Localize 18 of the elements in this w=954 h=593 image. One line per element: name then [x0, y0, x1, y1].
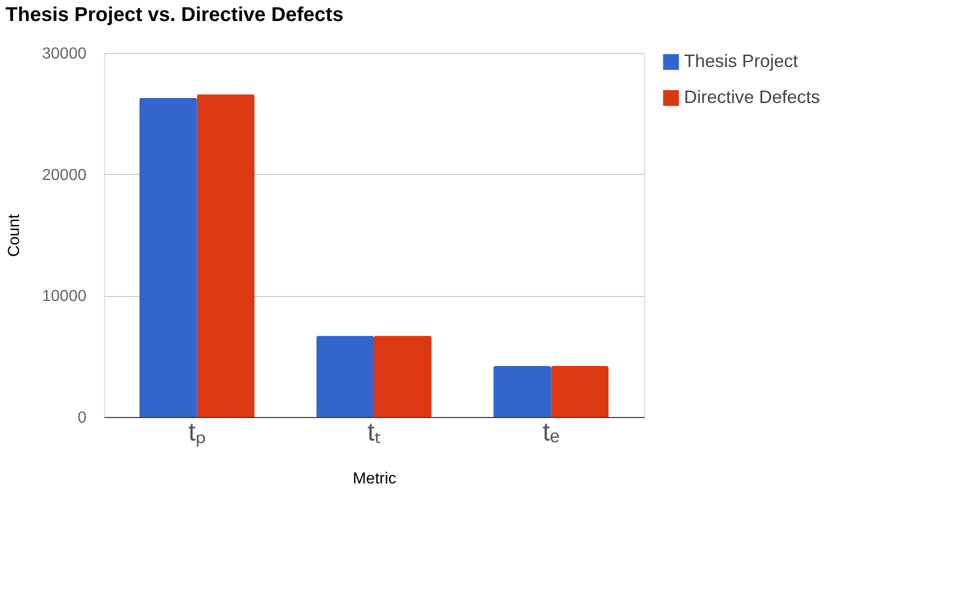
- legend-label: Directive Defects: [684, 87, 820, 107]
- bar: [551, 366, 609, 417]
- bar: [139, 98, 197, 417]
- bar: [374, 336, 432, 417]
- x-axis-title: Metric: [352, 470, 396, 488]
- chart-title: Thesis Project vs. Directive Defects: [6, 4, 344, 26]
- y-tick-label: 10000: [42, 288, 87, 306]
- y-tick-label: 0: [78, 410, 87, 426]
- bar: [196, 94, 254, 417]
- x-tick-label: tₑ: [542, 416, 560, 446]
- bar: [316, 336, 374, 417]
- x-tick-label: tₚ: [188, 416, 206, 448]
- x-tick-label: tₜ: [367, 416, 381, 446]
- bar: [494, 366, 552, 417]
- y-tick-label: 30000: [42, 46, 87, 62]
- y-axis-title: Count: [6, 214, 24, 257]
- y-tick-label: 20000: [42, 166, 87, 184]
- legend-label: Thesis Project: [684, 51, 798, 71]
